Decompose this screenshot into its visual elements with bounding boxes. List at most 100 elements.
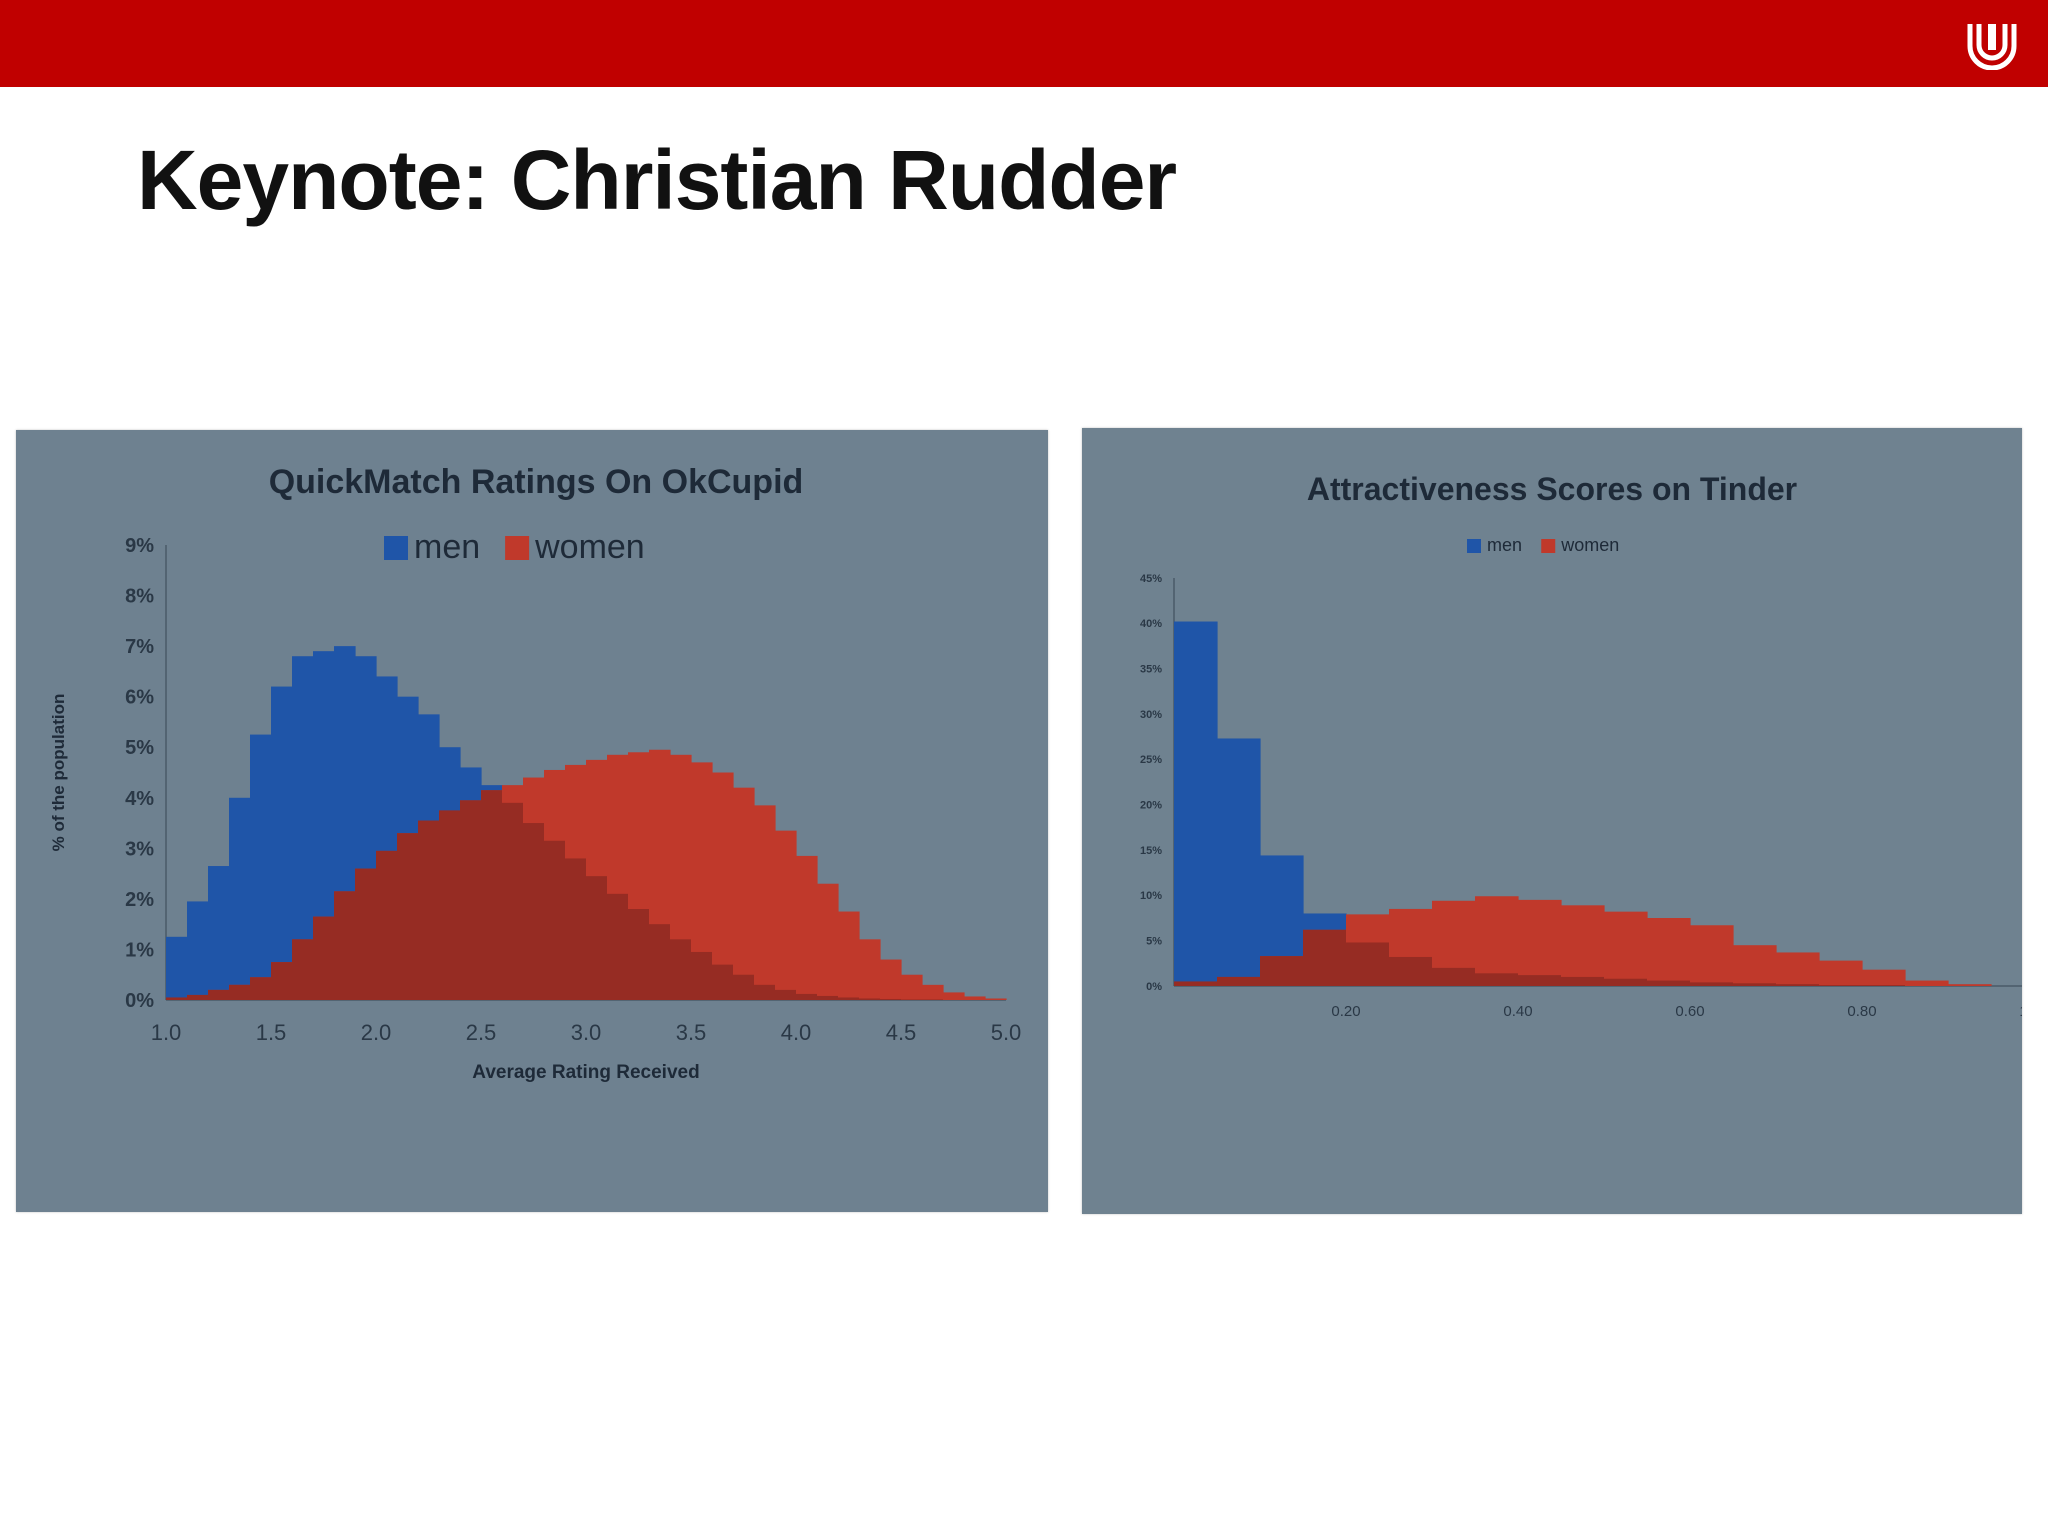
- bar-overlap: [229, 984, 251, 1000]
- y-tick-label: 5%: [125, 737, 154, 759]
- bar-women: [838, 911, 860, 1000]
- bar-overlap: [1561, 976, 1605, 986]
- bar-men: [229, 797, 251, 1000]
- bar-overlap: [607, 893, 629, 1000]
- legend-label-men: men: [1487, 535, 1522, 555]
- bar-men: [271, 686, 293, 1000]
- bar-overlap: [439, 810, 461, 1000]
- y-tick-label: 0%: [1146, 981, 1162, 993]
- chart-title: QuickMatch Ratings On OkCupid: [269, 463, 804, 501]
- bar-overlap: [166, 997, 188, 1000]
- header-bar: [0, 0, 2048, 87]
- y-tick-label: 10%: [1140, 890, 1162, 902]
- bar-men: [187, 901, 209, 1000]
- bar-overlap: [1174, 981, 1218, 986]
- y-tick-label: 2%: [125, 889, 154, 911]
- bar-overlap: [628, 909, 650, 1000]
- x-tick-label: 2.0: [361, 1020, 392, 1045]
- bar-women: [1819, 960, 1863, 986]
- bar-overlap: [292, 939, 314, 1000]
- bar-men: [1217, 738, 1261, 986]
- okcupid-chart-photo: QuickMatch Ratings On OkCupid men women 0% 1…: [16, 430, 1048, 1212]
- bar-overlap: [313, 916, 335, 1000]
- bar-overlap: [922, 999, 944, 1000]
- bar-women: [1604, 911, 1648, 986]
- bar-overlap: [208, 989, 230, 1000]
- slide-title: Keynote: Christian Rudder: [137, 133, 1177, 227]
- bar-overlap: [481, 790, 503, 1000]
- bar-overlap: [691, 951, 713, 1000]
- bar-overlap: [670, 939, 692, 1000]
- y-tick-label: 15%: [1140, 845, 1162, 857]
- x-tick-label: 0.40: [1503, 1003, 1532, 1020]
- bar-overlap: [1475, 973, 1519, 986]
- bar-women: [985, 998, 1007, 1000]
- bar-overlap: [775, 989, 797, 1000]
- bar-overlap: [1432, 967, 1476, 986]
- bar-overlap: [733, 974, 755, 1000]
- bar-women: [670, 754, 692, 1000]
- bar-women: [943, 992, 965, 1000]
- chart-title: Attractiveness Scores on Tinder: [1307, 471, 1797, 507]
- bar-overlap: [817, 995, 839, 1000]
- y-tick-label: 35%: [1140, 664, 1162, 676]
- y-tick-label: 1%: [125, 939, 154, 961]
- y-tick-label: 25%: [1140, 754, 1162, 766]
- bar-women: [901, 974, 923, 1000]
- bar-women: [1475, 896, 1519, 986]
- legend-label-men: men: [414, 528, 480, 566]
- bar-women: [1905, 980, 1949, 986]
- bar-women: [1690, 925, 1734, 986]
- bar-overlap: [754, 984, 776, 1000]
- bar-women: [775, 830, 797, 1000]
- bar-women: [754, 805, 776, 1000]
- bar-overlap: [1647, 980, 1691, 986]
- bar-women: [1733, 945, 1777, 986]
- y-tick-label: 5%: [1146, 936, 1162, 948]
- bar-overlap: [1604, 978, 1648, 986]
- bar-overlap: [880, 998, 902, 1000]
- bar-women: [1518, 899, 1562, 986]
- bar-overlap: [1690, 982, 1734, 986]
- bar-overlap: [1260, 956, 1304, 986]
- x-tick-label: 1.0: [151, 1020, 182, 1045]
- y-axis-label: % of the population: [49, 694, 68, 852]
- bar-overlap: [1862, 985, 1906, 986]
- y-tick-label: 30%: [1140, 709, 1162, 721]
- bar-overlap: [460, 800, 482, 1000]
- y-tick-label: 20%: [1140, 800, 1162, 812]
- x-tick-label: 5.0: [991, 1020, 1022, 1045]
- bar-overlap: [502, 802, 524, 1000]
- bar-overlap: [355, 868, 377, 1000]
- bar-women: [733, 787, 755, 1000]
- okcupid-ratings-chart: QuickMatch Ratings On OkCupid men women 0% 1…: [16, 430, 1048, 1212]
- bar-men: [166, 936, 188, 1000]
- bar-overlap: [1518, 975, 1562, 986]
- x-tick-label: 0.20: [1331, 1003, 1360, 1020]
- bar-women: [712, 772, 734, 1000]
- bar-overlap: [712, 964, 734, 1000]
- y-tick-label: 40%: [1140, 618, 1162, 630]
- bar-women: [691, 762, 713, 1000]
- bar-overlap: [1303, 929, 1347, 986]
- bar-overlap: [418, 820, 440, 1000]
- legend-swatch-women: [505, 536, 530, 560]
- y-tick-label: 4%: [125, 788, 154, 810]
- bar-men: [313, 651, 335, 1000]
- x-tick-label: 0.60: [1675, 1003, 1704, 1020]
- bar-overlap: [859, 998, 881, 1000]
- x-axis-label: Average Rating Received: [472, 1062, 699, 1083]
- bar-overlap: [901, 999, 923, 1000]
- bar-overlap: [649, 924, 671, 1000]
- bar-women: [796, 855, 818, 1000]
- bar-overlap: [187, 994, 209, 1000]
- bar-overlap: [523, 823, 545, 1000]
- legend-label-women: women: [534, 528, 645, 566]
- bar-women: [1647, 918, 1691, 986]
- bar-women: [859, 939, 881, 1000]
- bar-women: [817, 883, 839, 1000]
- legend-swatch-men: [384, 536, 408, 560]
- bar-women: [1776, 952, 1820, 986]
- y-tick-label: 7%: [125, 636, 154, 658]
- bar-overlap: [1346, 942, 1390, 986]
